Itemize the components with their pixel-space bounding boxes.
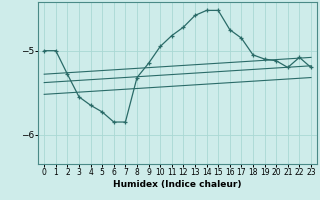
X-axis label: Humidex (Indice chaleur): Humidex (Indice chaleur) [113,180,242,189]
